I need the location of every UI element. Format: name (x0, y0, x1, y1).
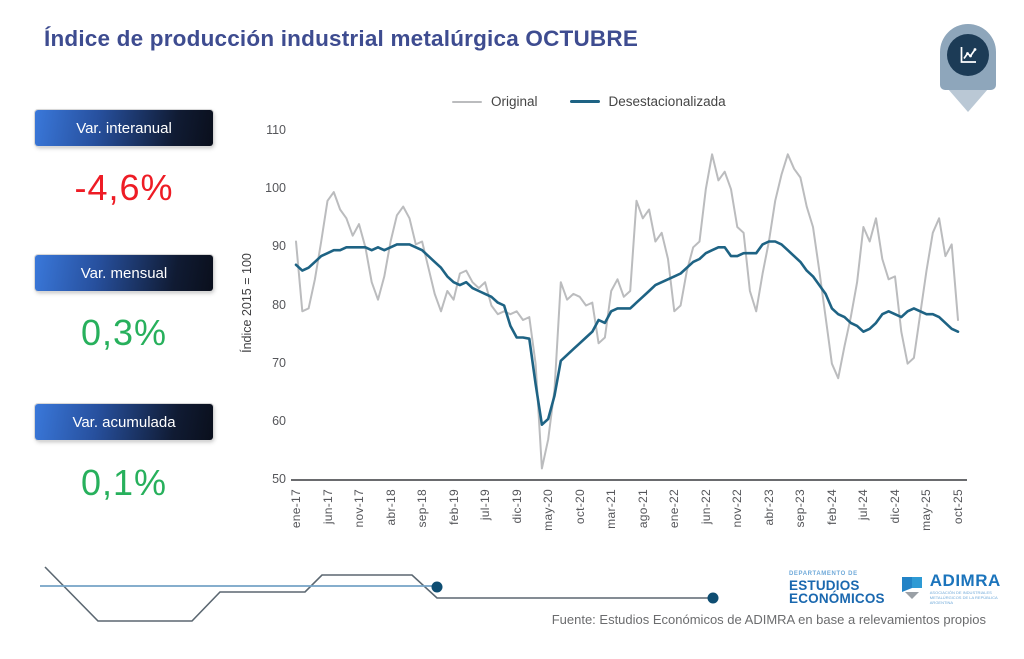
y-tick-label: 110 (266, 123, 286, 137)
legend-label: Desestacionalizada (608, 94, 726, 109)
kpi-header-interanual: Var. interanual (35, 110, 213, 146)
legend-swatch-desestacionalizada (569, 100, 600, 103)
kpi-value-mensual: 0,3% (80, 312, 168, 353)
adimra-name: ADIMRA (929, 570, 1001, 590)
dept-small-label: DEPARTAMENTO DE (789, 570, 858, 577)
kpi-value-interanual: -4,6% (74, 167, 174, 208)
pin-circle (947, 34, 989, 76)
legend-label: Original (491, 94, 538, 109)
kpi-value-acumulada: 0,1% (80, 462, 168, 503)
footer-dot-left (431, 581, 443, 593)
kpi-header-mensual: Var. mensual (35, 255, 213, 291)
estudios-economicos-logo: DEPARTAMENTO DE ESTUDIOS ECONÓMICOS (789, 571, 885, 606)
y-tick-label: 70 (272, 355, 286, 370)
dept-line1: ESTUDIOS (789, 577, 860, 593)
footer-zigzag-line (44, 566, 713, 622)
adimra-text: ADIMRA ASOCIACIÓN DE INDUSTRIALES METALÚ… (930, 572, 1016, 605)
y-tick-label: 100 (265, 181, 286, 196)
footer-logos: DEPARTAMENTO DE ESTUDIOS ECONÓMICOS ADIM… (789, 566, 1016, 610)
y-tick-label: 80 (272, 297, 286, 312)
legend-swatch-original (452, 100, 482, 103)
kpi-label: Var. mensual (80, 264, 168, 282)
line-chart-pin-icon (938, 22, 998, 118)
footer-dot-right (707, 592, 719, 604)
legend-item-original: Original (452, 94, 538, 109)
y-tick-label: 50 (272, 472, 286, 486)
adimra-subtitle: ASOCIACIÓN DE INDUSTRIALES METALÚRGICOS … (929, 589, 998, 605)
y-tick-label: 60 (272, 413, 286, 428)
series-1 (294, 240, 960, 427)
kpi-label: Var. acumulada (72, 413, 176, 431)
pin-tail (948, 89, 988, 112)
adimra-logo: ADIMRA ASOCIACIÓN DE INDUSTRIALES METALÚ… (900, 572, 1016, 605)
dept-line2: ECONÓMICOS (789, 591, 885, 606)
line-chart-icon (960, 47, 977, 63)
source-note: Fuente: Estudios Económicos de ADIMRA en… (551, 612, 986, 627)
page-title: Índice de producción industrial metalúrg… (44, 26, 639, 51)
chart-legend: Original Desestacionalizada (452, 94, 726, 109)
kpi-label: Var. interanual (76, 119, 172, 137)
y-tick-label: 90 (272, 239, 286, 254)
series-0 (295, 153, 959, 470)
adimra-diamond-icon (901, 577, 922, 599)
legend-item-desestacionalizada: Desestacionalizada (569, 94, 726, 109)
kpi-header-acumulada: Var. acumulada (35, 404, 213, 440)
